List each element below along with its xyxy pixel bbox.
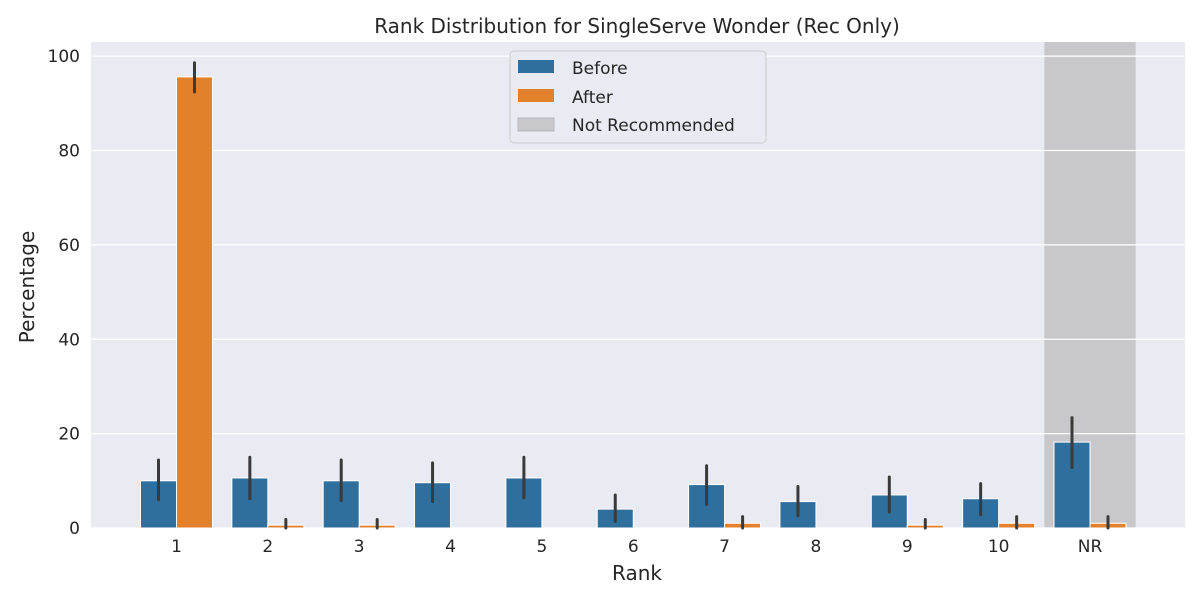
legend-label-after: After: [572, 88, 613, 108]
x-tick-label: 3: [354, 537, 365, 557]
x-tick-labels: 1 2 3 4 5 6 7 8 9 10 NR: [171, 537, 1102, 557]
legend-swatch-before: [518, 60, 554, 73]
x-tick-label: 2: [262, 537, 273, 557]
bars: [140, 76, 1127, 529]
x-tick-label: 4: [445, 537, 456, 557]
legend-swatch-not-recommended: [517, 117, 555, 132]
legend-label-not-recommended: Not Recommended: [572, 116, 735, 136]
legend: Before After Not Recommended: [509, 50, 767, 144]
y-axis-label: Percentage: [15, 231, 39, 344]
y-tick-label: 60: [58, 236, 80, 256]
y-tick-label: 20: [58, 425, 80, 445]
x-tick-label: 1: [171, 537, 182, 557]
chart-title: Rank Distribution for SingleServe Wonder…: [374, 14, 900, 38]
error-bars: [157, 61, 1110, 530]
x-tick-label: 5: [536, 537, 547, 557]
legend-swatch-after: [518, 89, 554, 102]
y-tick-label: 40: [58, 330, 80, 350]
x-tick-label: NR: [1078, 537, 1103, 557]
x-tick-label: 6: [628, 537, 639, 557]
y-tick-label: 0: [69, 519, 80, 539]
x-tick-label: 9: [902, 537, 913, 557]
bar-after: [176, 76, 213, 529]
x-tick-label: 7: [719, 537, 730, 557]
x-axis-label: Rank: [612, 561, 662, 585]
legend-box: [509, 50, 767, 144]
legend-label-before: Before: [572, 59, 628, 79]
y-tick-label: 80: [58, 142, 80, 162]
x-tick-label: 10: [988, 537, 1010, 557]
y-tick-label: 100: [48, 47, 80, 67]
x-tick-label: 8: [811, 537, 822, 557]
y-tick-labels: 0 20 40 60 80 100: [48, 47, 80, 539]
